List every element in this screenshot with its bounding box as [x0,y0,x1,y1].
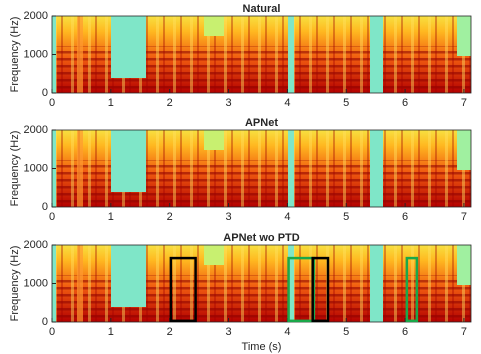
panel-title: APNet [245,117,278,129]
y-axis-label: Frequency (Hz) [9,131,21,207]
x-tick-label: 7 [461,211,467,223]
y-tick-label: 2000 [24,239,48,251]
x-tick-label: 1 [108,211,114,223]
x-tick-label: 6 [402,326,408,338]
x-tick-label: 5 [343,211,349,223]
x-axis-label: Time (s) [242,341,282,353]
y-tick-label: 1000 [24,48,48,60]
x-tick-label: 3 [225,326,231,338]
x-tick-label: 4 [284,211,290,223]
x-tick-label: 6 [402,97,408,109]
y-tick-label: 2000 [24,124,48,136]
x-tick-label: 0 [49,326,55,338]
highlight-box [405,256,419,323]
x-tick-label: 1 [108,326,114,338]
y-axis-label: Frequency (Hz) [9,17,21,93]
y-tick-label: 1000 [24,277,48,289]
y-tick-label: 0 [42,201,48,213]
highlight-box [311,256,330,323]
y-tick-label: 0 [42,87,48,99]
x-tick-label: 2 [167,97,173,109]
x-tick-label: 3 [225,211,231,223]
x-tick-label: 4 [284,326,290,338]
x-tick-label: 7 [461,97,467,109]
x-tick-label: 3 [225,97,231,109]
y-axis-label: Frequency (Hz) [9,246,21,322]
x-tick-label: 0 [49,97,55,109]
y-tick-label: 0 [42,316,48,328]
x-tick-label: 5 [343,97,349,109]
x-tick-label: 2 [167,211,173,223]
x-tick-label: 4 [284,97,290,109]
y-tick-label: 1000 [24,162,48,174]
x-tick-label: 5 [343,326,349,338]
x-tick-label: 6 [402,211,408,223]
x-tick-label: 0 [49,211,55,223]
x-tick-label: 2 [167,326,173,338]
spectrogram-image [52,16,471,93]
spectrogram-image [52,245,471,322]
x-tick-label: 1 [108,97,114,109]
panel-title: APNet wo PTD [223,232,299,244]
y-tick-label: 2000 [24,10,48,22]
spectrogram-image [52,130,471,207]
x-tick-label: 7 [461,326,467,338]
highlight-box [169,256,197,323]
panel-title: Natural [243,3,281,15]
